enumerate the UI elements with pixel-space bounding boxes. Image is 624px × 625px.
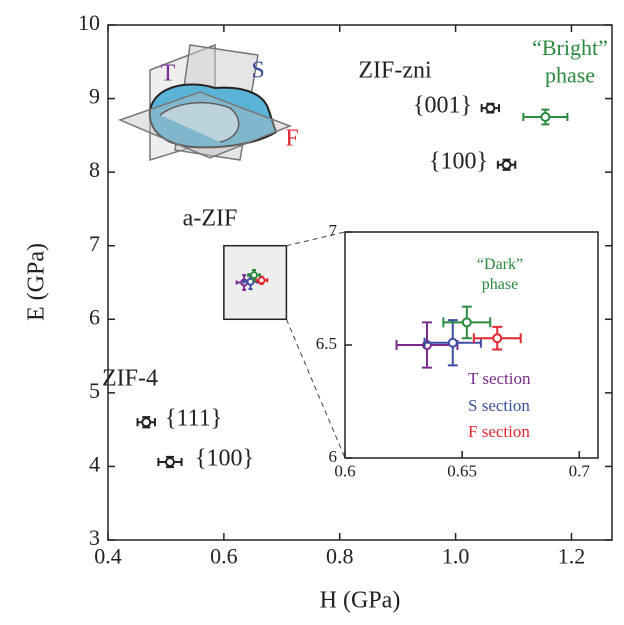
data-point — [492, 333, 503, 344]
annotation: a-ZIF — [183, 206, 238, 232]
data-point — [249, 271, 258, 280]
annotation: T — [161, 61, 176, 87]
data-point — [461, 317, 472, 328]
y-tick-label: 5 — [89, 378, 100, 403]
x-tick-label: 1.2 — [558, 544, 586, 569]
y-tick-label: 9 — [89, 84, 100, 109]
x-tick-label: 0.4 — [94, 544, 122, 569]
series-label: {100} — [429, 149, 488, 175]
x-tick-label: 0.7 — [569, 461, 591, 480]
annotation: S — [251, 58, 264, 84]
y-tick-label: 3 — [89, 525, 100, 550]
data-point — [164, 457, 175, 468]
y-tick-label: 7 — [329, 221, 338, 240]
x-tick-label: 0.65 — [447, 461, 477, 480]
plot-frame — [107, 24, 613, 541]
series-label: “Bright” phase — [532, 35, 608, 88]
data-point — [257, 276, 266, 285]
inset-background — [345, 232, 598, 458]
data-point — [540, 111, 551, 122]
y-tick-label: 6 — [329, 447, 338, 466]
series-label: “Dark” phase — [477, 256, 523, 293]
x-tick-label: 0.6 — [334, 461, 355, 480]
y-tick-label: 7 — [89, 231, 100, 256]
data-point — [141, 417, 152, 428]
series-label: S section — [468, 396, 530, 415]
y-tick-label: 4 — [89, 451, 100, 476]
annotation: ZIF-4 — [102, 366, 158, 392]
crystal-icon — [117, 43, 293, 162]
x-tick-label: 0.6 — [210, 544, 238, 569]
connector — [285, 319, 346, 459]
series-label: F section — [468, 422, 530, 441]
x-axis-label: H (GPa) — [320, 588, 401, 614]
x-tick-label: 0.8 — [326, 544, 354, 569]
connector — [286, 231, 346, 247]
data-point — [501, 159, 512, 170]
data-point — [447, 337, 458, 348]
y-tick-label: 8 — [89, 157, 100, 182]
y-axis-label: E (GPa) — [24, 243, 50, 321]
y-tick-label: 6 — [89, 304, 100, 329]
annotation: F — [285, 126, 298, 152]
series-label: {001} — [413, 93, 472, 119]
annotation: ZIF-zni — [358, 58, 432, 84]
y-tick-label: 10 — [78, 10, 100, 35]
x-tick-label: 1.0 — [442, 544, 470, 569]
series-label: T section — [468, 369, 531, 388]
data-point — [485, 103, 496, 114]
y-tick-label: 6.5 — [316, 334, 337, 353]
series-label: {111} — [165, 406, 222, 432]
series-label: {100} — [195, 446, 254, 472]
